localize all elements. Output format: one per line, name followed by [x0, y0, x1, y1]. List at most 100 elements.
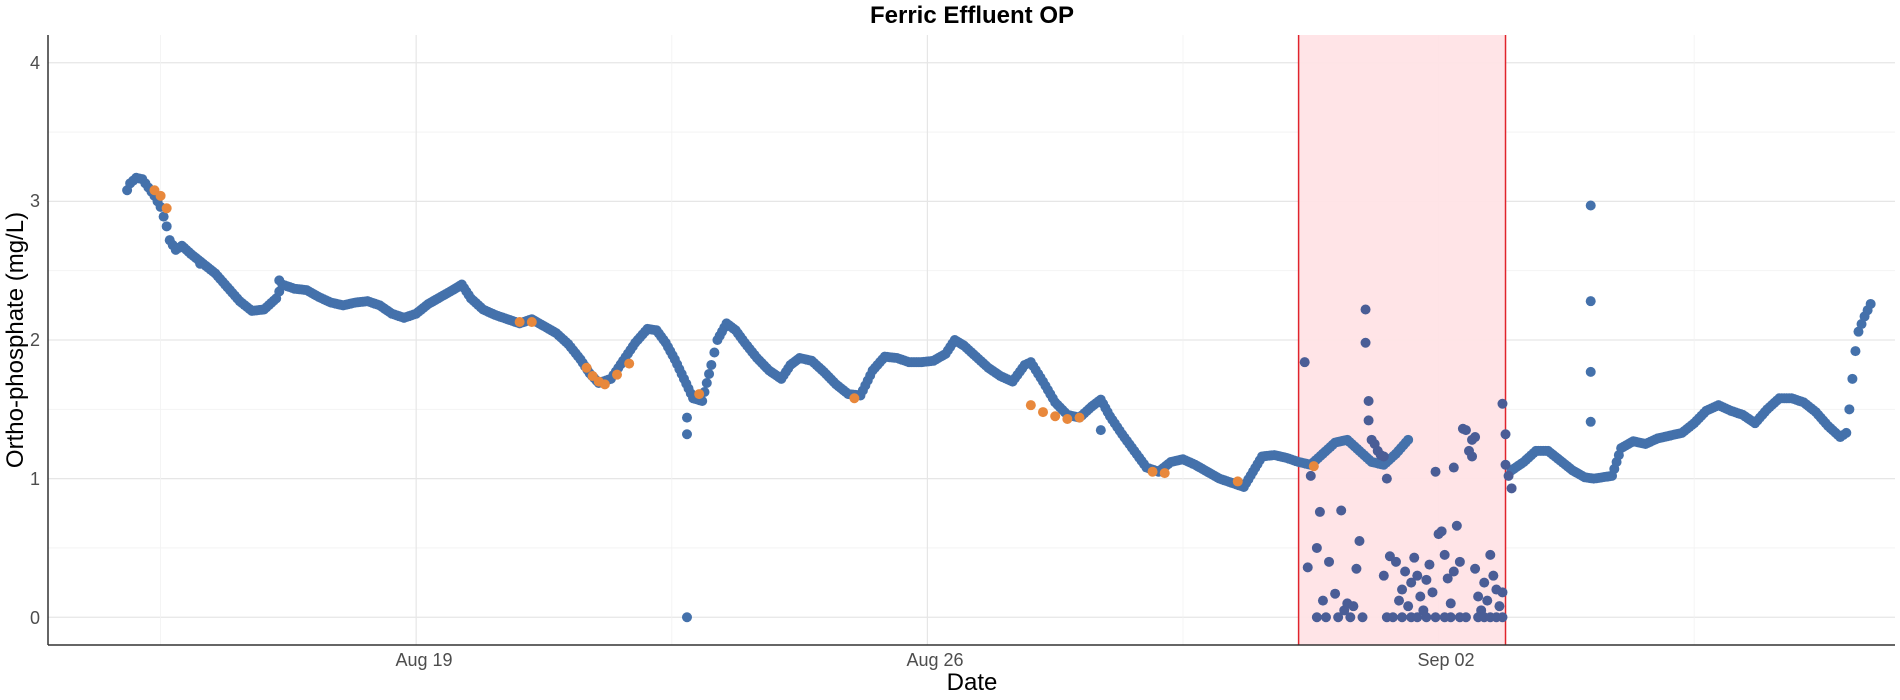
- data-point: [709, 347, 720, 358]
- data-point: [1302, 562, 1313, 573]
- data-point: [1381, 473, 1392, 484]
- data-point: [1363, 396, 1374, 406]
- data-point: [1585, 416, 1596, 427]
- y-tick-label-4: 4: [30, 53, 40, 73]
- data-point: [1378, 570, 1389, 581]
- x-axis-title: Date: [947, 669, 998, 696]
- data-point: [1448, 462, 1459, 473]
- data-point: [514, 316, 525, 327]
- data-point: [706, 359, 717, 370]
- data-point: [1311, 612, 1322, 623]
- data-point: [1853, 326, 1864, 337]
- data-point: [1320, 612, 1331, 623]
- data-point: [1427, 587, 1438, 598]
- data-point: [161, 221, 172, 232]
- data-point: [1412, 612, 1423, 623]
- data-point: [1421, 612, 1432, 623]
- data-point: [1394, 595, 1405, 606]
- y-tick-label-0: 0: [30, 608, 40, 628]
- data-point: [1305, 470, 1316, 481]
- data-point: [1847, 373, 1858, 384]
- data-point: [1400, 566, 1411, 577]
- data-point: [1473, 591, 1484, 602]
- data-point: [1470, 432, 1481, 443]
- data-point: [158, 211, 169, 222]
- isolated-values-series: [195, 200, 1596, 623]
- data-point: [1497, 587, 1508, 598]
- data-point: [155, 190, 166, 201]
- data-point: [1470, 563, 1481, 574]
- data-point: [1299, 357, 1310, 368]
- data-point: [1397, 584, 1408, 595]
- data-point: [1159, 468, 1170, 479]
- data-point: [1345, 612, 1356, 623]
- data-point: [1363, 415, 1374, 426]
- gridlines: [48, 35, 1895, 645]
- data-point: [1360, 337, 1371, 348]
- data-point: [1856, 319, 1867, 330]
- data-point: [1311, 542, 1322, 553]
- data-point: [1025, 400, 1036, 411]
- data-point: [581, 362, 592, 373]
- data-point: [1038, 407, 1049, 418]
- data-point: [1585, 366, 1596, 377]
- shaded-period-values-series: [1299, 304, 1517, 623]
- data-point: [1500, 459, 1511, 470]
- data-point: [1324, 556, 1335, 567]
- data-point: [1232, 476, 1243, 487]
- data-point: [1479, 577, 1490, 588]
- data-point: [599, 379, 610, 390]
- x-tick-label-aug-19: Aug 19: [395, 650, 452, 670]
- data-point: [1403, 601, 1414, 612]
- data-point: [624, 358, 635, 369]
- y-tick-label-3: 3: [30, 191, 40, 211]
- y-tick-label-2: 2: [30, 330, 40, 350]
- data-point: [1415, 591, 1426, 602]
- highlight-band: [1298, 35, 1506, 645]
- axes: [47, 35, 1895, 646]
- data-point: [1147, 466, 1158, 477]
- data-point: [701, 377, 712, 388]
- x-tick-label-aug-26: Aug 26: [906, 650, 963, 670]
- data-point: [704, 368, 715, 379]
- data-point: [1442, 573, 1453, 584]
- data-point: [1336, 505, 1347, 516]
- data-point: [1467, 451, 1478, 462]
- data-point: [1485, 549, 1496, 560]
- data-point: [1314, 506, 1325, 517]
- data-point: [161, 203, 172, 214]
- data-point: [1430, 466, 1441, 477]
- data-point: [1050, 411, 1061, 422]
- data-point: [1436, 526, 1447, 537]
- data-point: [1850, 346, 1861, 357]
- data-points: [122, 172, 1876, 623]
- data-point: [1494, 601, 1505, 612]
- data-point: [1403, 434, 1414, 445]
- data-point: [849, 393, 860, 404]
- data-point: [1488, 570, 1499, 581]
- data-point: [1445, 612, 1456, 623]
- y-axis-title: Ortho-phosphate (mg/L): [2, 212, 29, 468]
- data-point: [195, 258, 206, 269]
- data-point: [612, 369, 623, 380]
- chart-title: Ferric Effluent OP: [870, 2, 1074, 29]
- data-point: [1409, 552, 1420, 563]
- data-point: [1421, 574, 1432, 585]
- data-point: [1354, 536, 1365, 547]
- data-point: [1585, 296, 1596, 307]
- highlight-region: [1297, 35, 1507, 645]
- data-point: [1357, 612, 1368, 623]
- data-point: [1095, 425, 1106, 436]
- data-point: [1482, 595, 1493, 606]
- data-point: [526, 316, 537, 327]
- data-point: [1424, 559, 1435, 570]
- data-point: [1454, 556, 1465, 567]
- y-tick-label-1: 1: [30, 469, 40, 489]
- data-point: [1500, 429, 1511, 440]
- data-point: [1430, 612, 1441, 623]
- data-point: [681, 612, 692, 623]
- data-point: [1330, 588, 1341, 599]
- data-point: [1841, 427, 1852, 438]
- data-point: [681, 429, 692, 440]
